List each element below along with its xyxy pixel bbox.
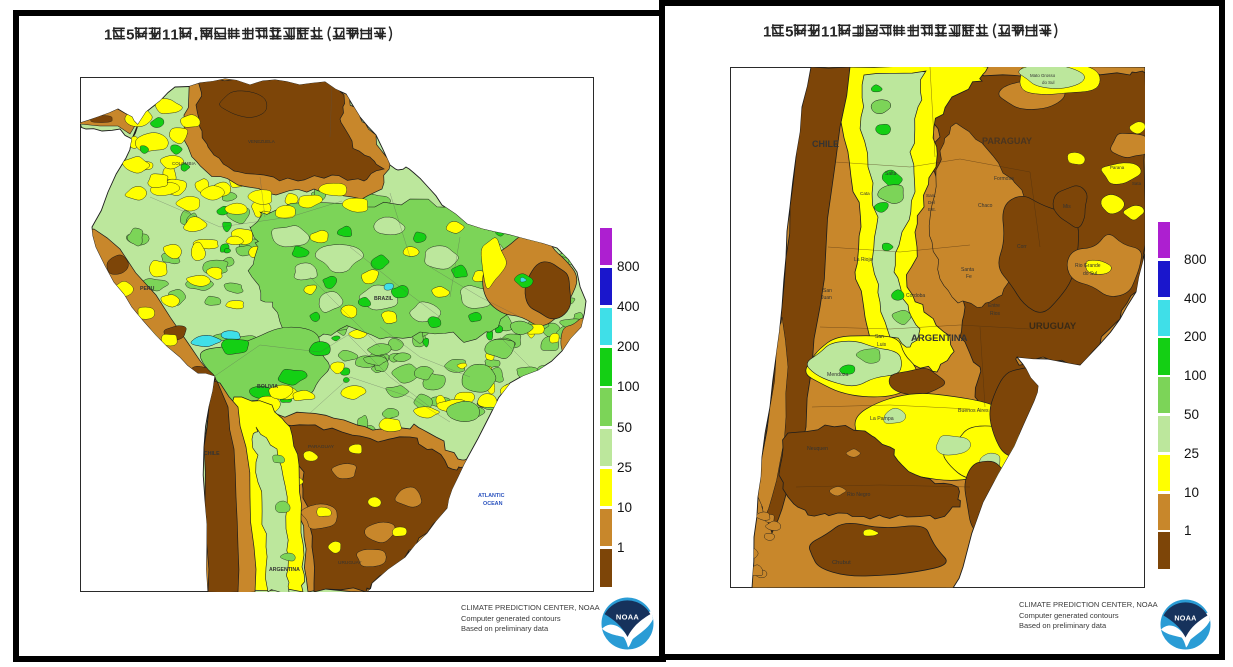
svg-text:URUGUAY: URUGUAY (1029, 321, 1077, 332)
svg-text:1: 1 (821, 24, 829, 41)
svg-text:1: 1 (104, 27, 112, 44)
svg-text:VENEZUELA: VENEZUELA (248, 139, 275, 144)
svg-text:Del: Del (928, 200, 935, 205)
svg-text:5: 5 (126, 27, 134, 44)
svg-text:Sant: Sant (926, 193, 936, 198)
svg-text:La Pampa: La Pampa (870, 416, 894, 422)
svg-text:PERU: PERU (140, 286, 155, 292)
svg-text:Cordoba: Cordoba (906, 293, 925, 299)
svg-text:1: 1 (162, 27, 170, 44)
svg-text:Luis: Luis (877, 342, 887, 348)
svg-text:BRAZIL: BRAZIL (374, 296, 394, 302)
svg-text:OCEAN: OCEAN (483, 501, 503, 507)
svg-text:Rio Negro: Rio Negro (847, 492, 870, 498)
svg-text:BOLIVIA: BOLIVIA (257, 384, 278, 390)
svg-text:Mendoza: Mendoza (827, 372, 848, 378)
svg-text:PARAGUAY: PARAGUAY (982, 136, 1032, 146)
svg-text:San: San (875, 334, 884, 340)
svg-text:Sata: Sata (1132, 181, 1142, 186)
svg-text:Juan: Juan (821, 295, 832, 301)
svg-text:Fe: Fe (966, 274, 972, 280)
svg-text:La Rioja: La Rioja (854, 257, 873, 263)
svg-text:Buenos Aires: Buenos Aires (958, 408, 989, 414)
svg-text:COLOMBIA: COLOMBIA (172, 161, 196, 166)
svg-text:5: 5 (785, 24, 793, 41)
svg-text:Rios: Rios (990, 311, 1001, 317)
svg-text:Salta: Salta (885, 171, 897, 177)
svg-text:Mato Grosso: Mato Grosso (1030, 73, 1056, 78)
svg-text:CHILE: CHILE (204, 451, 220, 457)
svg-text:Est.: Est. (928, 207, 936, 212)
svg-text:ARGENTINA: ARGENTINA (911, 333, 968, 344)
svg-text:1: 1 (829, 24, 837, 41)
svg-text:1: 1 (170, 27, 178, 44)
svg-text:Cata: Cata (860, 191, 870, 196)
svg-text:PARAGUAY: PARAGUAY (308, 444, 335, 450)
svg-text:Santa: Santa (961, 267, 974, 273)
svg-text:San: San (823, 288, 832, 294)
svg-text:NOAA: NOAA (1174, 614, 1196, 623)
svg-text:Corr: Corr (1017, 244, 1027, 250)
svg-text:CHILE: CHILE (812, 139, 839, 149)
svg-text:NOAA: NOAA (616, 612, 640, 621)
svg-text:URUGUAY: URUGUAY (338, 560, 362, 566)
svg-text:do Sul: do Sul (1042, 80, 1054, 85)
svg-text:Chubut: Chubut (832, 560, 851, 566)
svg-text:1: 1 (763, 24, 771, 41)
svg-text:ARGENTINA: ARGENTINA (269, 567, 300, 573)
svg-text:Rio Grande: Rio Grande (1075, 263, 1101, 269)
svg-text:Mis: Mis (1063, 204, 1071, 210)
svg-text:Neuquen: Neuquen (807, 446, 828, 452)
svg-text:Formosa: Formosa (994, 176, 1014, 182)
svg-text:Entre: Entre (988, 303, 1000, 309)
svg-text:Parana: Parana (1110, 165, 1125, 170)
svg-text:ATLANTIC: ATLANTIC (478, 493, 505, 499)
svg-text:do Sul: do Sul (1083, 271, 1097, 277)
svg-text:Chaco: Chaco (978, 203, 993, 209)
